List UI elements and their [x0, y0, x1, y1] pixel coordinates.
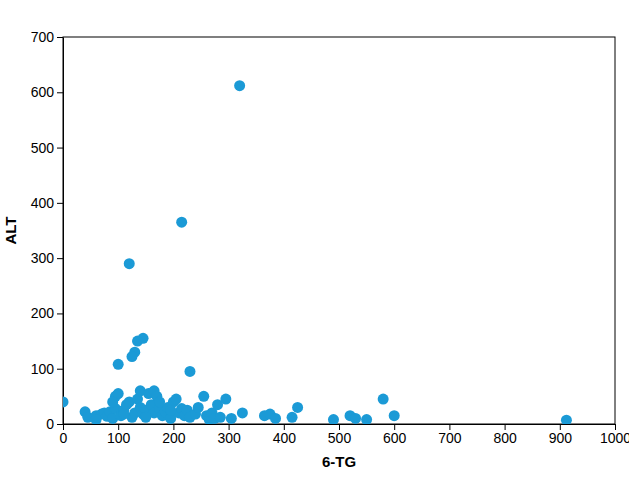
tick-label: 700	[438, 430, 462, 446]
tick: 600	[31, 84, 63, 100]
tick: 300	[31, 250, 63, 266]
x-axis-title: 6-TG	[322, 453, 356, 470]
tick: 200	[31, 305, 63, 321]
tick-mark	[57, 258, 63, 259]
tick-label: 400	[31, 195, 55, 211]
tick-label: 900	[549, 430, 573, 446]
tick-label: 600	[31, 84, 55, 100]
chart: 0 100 200 300 400 500 600 700 800 900 1000 0 100 200 3…	[0, 0, 629, 479]
point	[215, 412, 226, 423]
tick-mark	[57, 92, 63, 93]
point	[350, 413, 361, 424]
point	[220, 394, 231, 405]
point	[328, 414, 339, 424]
point	[113, 359, 124, 370]
tick: 600	[383, 424, 407, 446]
tick-label: 300	[217, 430, 241, 446]
point	[184, 366, 195, 377]
tick-label: 500	[31, 140, 55, 156]
tick: 100	[107, 424, 131, 446]
y-axis: 0 100 200 300 400 500 600 700	[31, 29, 64, 432]
tick-label: 1000	[600, 430, 629, 446]
tick: 300	[217, 424, 241, 446]
tick: 800	[493, 424, 517, 446]
point	[561, 415, 572, 424]
point	[165, 405, 176, 416]
plot-frame	[63, 37, 615, 424]
tick-mark	[57, 313, 63, 314]
tick-mark	[57, 203, 63, 204]
point	[91, 414, 102, 424]
tick: 0	[60, 424, 68, 446]
tick-label: 100	[107, 430, 131, 446]
tick: 700	[31, 29, 63, 45]
point	[378, 394, 389, 405]
point	[118, 409, 129, 420]
point	[287, 412, 298, 423]
point	[234, 80, 245, 91]
point	[198, 391, 209, 402]
point	[140, 412, 151, 423]
tick-label: 500	[328, 430, 352, 446]
plot: 0 100 200 300 400 500 600 700 800 900 1000 0 100 200 3…	[31, 29, 629, 446]
tick: 200	[162, 424, 186, 446]
point	[63, 396, 69, 407]
tick-label: 0	[46, 416, 54, 432]
tick-label: 200	[31, 305, 55, 321]
point	[127, 351, 138, 362]
point	[389, 410, 400, 421]
tick-mark	[57, 37, 63, 38]
point	[107, 396, 118, 407]
tick-label: 800	[493, 430, 517, 446]
point	[292, 402, 303, 413]
tick: 500	[31, 140, 63, 156]
point	[237, 407, 248, 418]
point	[124, 258, 135, 269]
tick-mark	[57, 148, 63, 149]
point	[176, 217, 187, 228]
point	[270, 413, 281, 424]
point	[361, 414, 372, 424]
tick: 900	[549, 424, 573, 446]
point	[171, 394, 182, 405]
tick: 400	[273, 424, 297, 446]
point	[226, 413, 237, 424]
point	[193, 402, 204, 413]
tick-label: 600	[383, 430, 407, 446]
points	[63, 80, 572, 424]
tick: 400	[31, 195, 63, 211]
tick-label: 100	[31, 361, 55, 377]
tick-label: 700	[31, 29, 55, 45]
tick-mark	[57, 424, 63, 425]
tick: 100	[31, 361, 63, 377]
tick-label: 0	[60, 430, 68, 446]
tick-label: 300	[31, 250, 55, 266]
tick: 500	[328, 424, 352, 446]
tick-label: 200	[162, 430, 186, 446]
tick: 0	[46, 416, 63, 432]
point	[132, 336, 143, 347]
tick-mark	[57, 369, 63, 370]
x-axis: 0 100 200 300 400 500 600 700 800 900 1000	[60, 424, 629, 446]
y-axis-title: ALT	[2, 216, 19, 244]
point	[154, 396, 165, 407]
tick: 700	[438, 424, 462, 446]
tick-label: 400	[273, 430, 297, 446]
tick: 1000	[600, 424, 629, 446]
